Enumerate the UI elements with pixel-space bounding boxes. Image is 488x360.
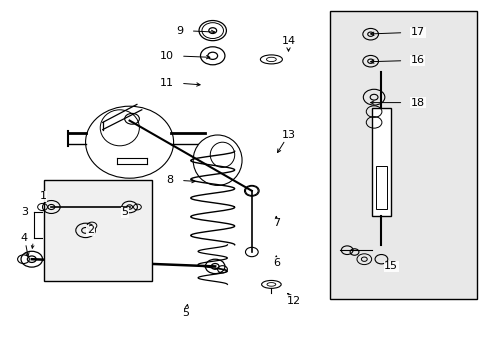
Text: 9: 9 (176, 26, 183, 36)
Text: 5: 5 (121, 207, 128, 217)
Text: 4: 4 (21, 233, 28, 243)
Text: 8: 8 (166, 175, 173, 185)
Bar (375, 166, 386, 209)
Text: 2: 2 (87, 225, 94, 235)
Text: 10: 10 (159, 51, 173, 61)
Text: 11: 11 (159, 78, 173, 88)
Text: 15: 15 (384, 261, 397, 271)
Text: 5: 5 (182, 308, 189, 318)
Text: 17: 17 (410, 27, 424, 37)
Text: 13: 13 (281, 130, 295, 140)
Text: 7: 7 (272, 218, 279, 228)
Bar (329, 11, 476, 299)
Text: 1: 1 (40, 191, 46, 201)
Text: 16: 16 (410, 55, 424, 66)
Ellipse shape (210, 142, 234, 167)
Text: 6: 6 (272, 258, 279, 268)
Ellipse shape (100, 110, 139, 146)
Text: 14: 14 (281, 36, 295, 46)
Text: 3: 3 (21, 207, 28, 217)
Ellipse shape (266, 57, 276, 62)
Bar (44, 180, 151, 281)
Text: 12: 12 (286, 296, 300, 306)
Ellipse shape (261, 280, 281, 288)
Ellipse shape (260, 55, 282, 64)
Bar (371, 108, 390, 216)
Ellipse shape (85, 106, 173, 178)
Ellipse shape (193, 135, 242, 185)
Ellipse shape (266, 283, 275, 286)
Text: 18: 18 (410, 98, 424, 108)
